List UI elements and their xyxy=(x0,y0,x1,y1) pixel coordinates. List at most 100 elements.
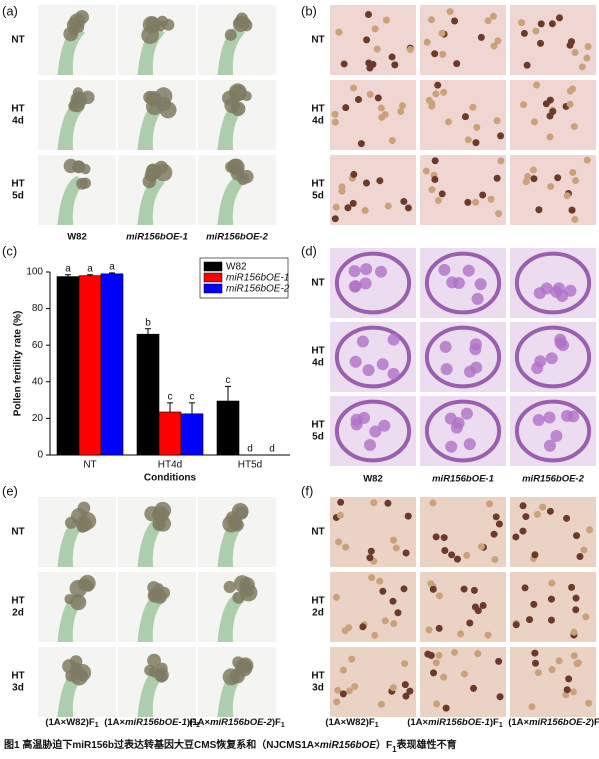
pollen-grain xyxy=(520,29,528,37)
pollen-grain xyxy=(512,533,520,541)
flower-bud xyxy=(225,511,240,525)
row-label: 4d xyxy=(312,358,324,369)
pollen-grain xyxy=(574,659,582,667)
micrograph xyxy=(510,248,596,318)
pollen-grain xyxy=(332,203,340,211)
pollen-grain xyxy=(584,43,592,51)
row-label: NT xyxy=(11,527,24,538)
label-part: (1A× xyxy=(508,717,529,728)
pollen-grain xyxy=(440,534,448,542)
flower-bud xyxy=(241,90,252,102)
pollen-grain xyxy=(331,110,339,118)
pollen-grain xyxy=(530,600,538,608)
pollen-cell xyxy=(532,414,545,427)
flower-bud xyxy=(65,516,78,529)
pollen-cell xyxy=(545,352,558,365)
pollen-cell xyxy=(350,413,363,426)
pollen-cell xyxy=(375,265,388,278)
flower-bud xyxy=(64,594,75,605)
pollen-grain xyxy=(569,169,577,177)
pollen-cell xyxy=(462,264,475,277)
pollen-grain xyxy=(479,191,487,199)
row-label: 5d xyxy=(312,432,324,443)
anther-locule xyxy=(514,399,592,463)
pollen-grain xyxy=(493,174,501,182)
pollen-grain xyxy=(463,551,471,559)
pollen-grain xyxy=(342,104,350,112)
pollen-grain xyxy=(392,544,400,552)
pollen-grain xyxy=(569,688,577,696)
pollen-grain xyxy=(451,17,459,25)
panel-label: (d) xyxy=(301,243,317,258)
pollen-grain xyxy=(351,683,359,691)
label-part: )F xyxy=(272,717,281,728)
pollen-cell xyxy=(450,421,463,434)
pollen-grain xyxy=(440,673,448,681)
pollen-grain xyxy=(460,585,468,593)
significance-letter: a xyxy=(109,262,115,273)
pollen-grain xyxy=(451,648,459,656)
label-part: miR156bOE-2 xyxy=(529,717,591,728)
row-label: HT xyxy=(11,671,24,682)
x-axis-title: Conditions xyxy=(144,473,197,484)
x-tick-label: NT xyxy=(83,460,96,471)
column-label: (1A×miR156bOE-2)F1 xyxy=(189,717,285,730)
pollen-grain xyxy=(376,577,384,585)
pollen-grain xyxy=(433,700,441,708)
pollen-grain xyxy=(370,499,378,507)
pollen-grain xyxy=(404,204,412,212)
panel-label: (a) xyxy=(2,3,18,18)
pollen-grain xyxy=(401,660,409,668)
y-tick-label: 100 xyxy=(26,267,43,278)
pollen-grain xyxy=(406,687,414,695)
pollen-grain xyxy=(394,609,402,617)
pollen-grain xyxy=(434,196,442,204)
caption-part: ）F xyxy=(376,738,392,751)
pollen-grain xyxy=(491,555,499,563)
pollen-grain xyxy=(526,616,534,624)
legend-label: miR156bOE-2 xyxy=(226,284,290,295)
flower-bud xyxy=(62,659,77,674)
pollen-grain xyxy=(440,88,448,96)
flower-bud xyxy=(68,23,80,36)
pollen-grain xyxy=(534,669,542,677)
pollen-cell xyxy=(550,429,563,442)
pollen-grain xyxy=(435,624,443,632)
pollen-cell xyxy=(543,411,556,424)
pollen-grain xyxy=(555,14,563,22)
pollen-grain xyxy=(547,595,555,603)
row-label: 2d xyxy=(12,608,24,619)
stem-image xyxy=(137,176,165,225)
micrograph xyxy=(420,322,506,392)
pollen-cell xyxy=(554,333,567,346)
flower-bud xyxy=(223,580,236,594)
pollen-grain xyxy=(522,513,530,521)
pollen-grain xyxy=(446,8,454,16)
row-label: 3d xyxy=(312,683,324,694)
pollen-grain xyxy=(384,499,392,507)
pollen-grain xyxy=(435,592,443,600)
pollen-grain xyxy=(434,81,442,89)
legend-swatch xyxy=(203,283,223,294)
pollen-grain xyxy=(373,45,381,53)
flower-bud xyxy=(75,10,90,25)
column-label: miR156bOE-1 xyxy=(432,474,494,485)
pollen-grain xyxy=(470,684,478,692)
flower-bud xyxy=(230,668,245,684)
pollen-cell xyxy=(439,340,452,353)
pollen-grain xyxy=(495,520,503,528)
anther-locule xyxy=(424,325,502,389)
micrograph xyxy=(510,396,596,466)
bar xyxy=(56,276,80,456)
row-label: 5d xyxy=(312,191,324,202)
pollen-grain xyxy=(572,606,580,614)
pollen-grain xyxy=(381,617,389,625)
label-part: (1A× xyxy=(104,717,125,728)
pollen-grain xyxy=(493,117,501,125)
pollen-grain xyxy=(547,182,555,190)
row-label: NT xyxy=(11,35,24,46)
pollen-grain xyxy=(568,206,576,214)
y-tick-label: 0 xyxy=(37,450,43,461)
row-label: HT xyxy=(11,179,24,190)
